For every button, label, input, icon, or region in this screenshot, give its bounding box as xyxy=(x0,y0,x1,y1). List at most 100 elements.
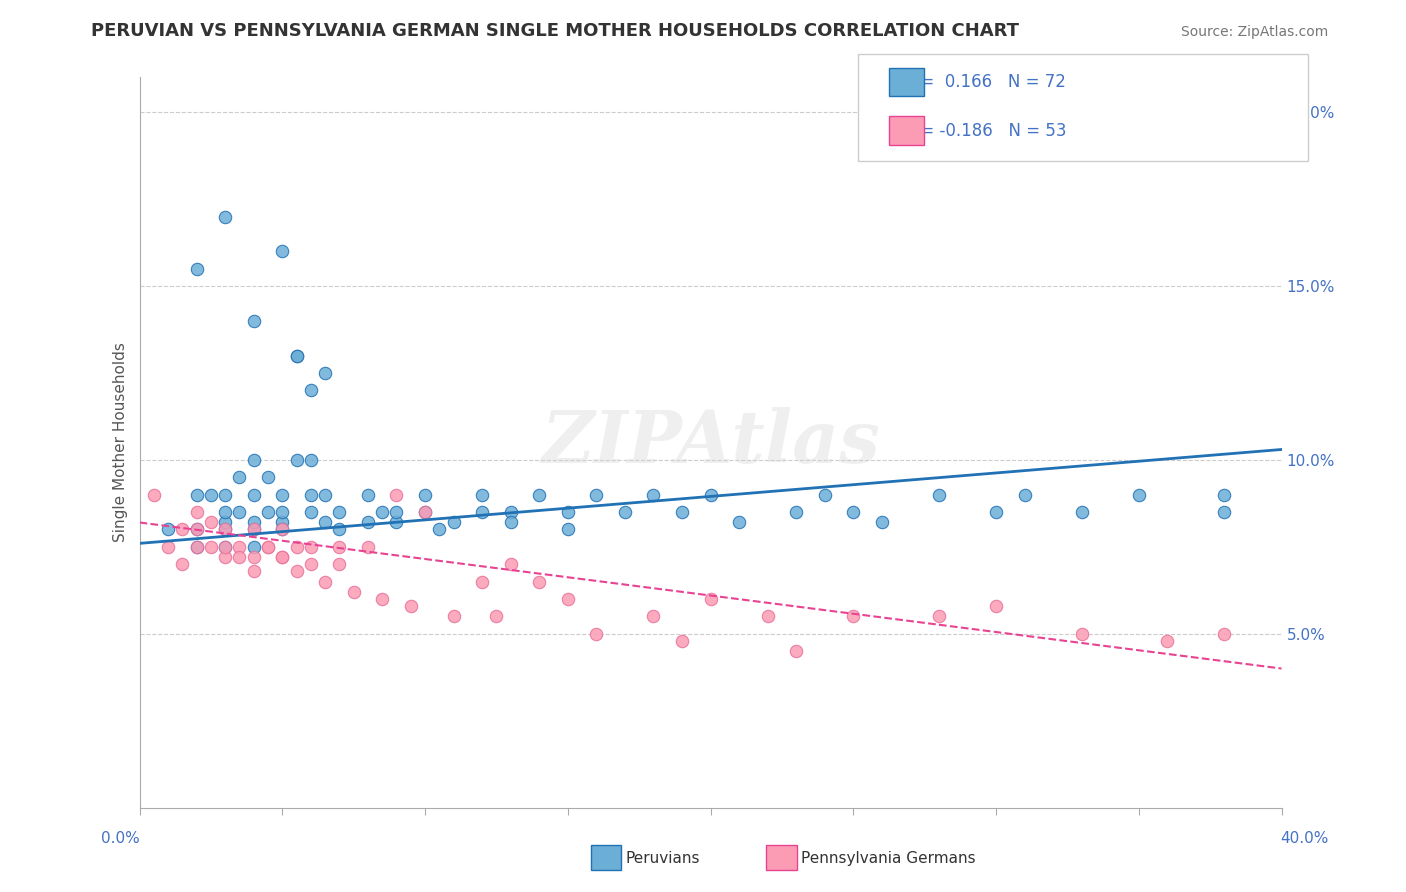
Point xyxy=(214,523,236,537)
Point xyxy=(271,516,294,530)
Point xyxy=(357,488,380,502)
Point xyxy=(186,505,208,519)
Point xyxy=(228,470,250,484)
Point xyxy=(299,505,322,519)
Point xyxy=(257,540,280,554)
Point xyxy=(271,550,294,565)
Point xyxy=(471,574,494,589)
Point xyxy=(928,609,950,624)
Point xyxy=(529,488,551,502)
Point xyxy=(257,540,280,554)
Point xyxy=(299,453,322,467)
Point xyxy=(1070,505,1092,519)
Point xyxy=(499,516,522,530)
Point xyxy=(314,366,336,380)
Point xyxy=(186,523,208,537)
Point xyxy=(328,540,350,554)
Y-axis label: Single Mother Households: Single Mother Households xyxy=(114,343,128,542)
Point xyxy=(499,558,522,572)
Point xyxy=(214,550,236,565)
Text: Source: ZipAtlas.com: Source: ZipAtlas.com xyxy=(1181,25,1329,38)
Point xyxy=(371,592,394,607)
Point xyxy=(728,516,751,530)
Point xyxy=(357,516,380,530)
Point xyxy=(928,488,950,502)
Point xyxy=(328,523,350,537)
Point xyxy=(314,488,336,502)
Point xyxy=(585,626,607,640)
Point xyxy=(299,558,322,572)
Point xyxy=(413,505,436,519)
Point xyxy=(499,505,522,519)
Point xyxy=(186,488,208,502)
Point xyxy=(413,488,436,502)
Point xyxy=(299,384,322,398)
Point xyxy=(984,505,1007,519)
Point xyxy=(228,505,250,519)
Point xyxy=(1156,633,1178,648)
Point xyxy=(242,523,264,537)
Point xyxy=(471,488,494,502)
Point xyxy=(314,516,336,530)
Point xyxy=(271,488,294,502)
Point xyxy=(443,516,465,530)
Point xyxy=(186,523,208,537)
Text: Peruvians: Peruvians xyxy=(626,852,700,866)
Point xyxy=(671,505,693,519)
Point xyxy=(314,574,336,589)
Point xyxy=(214,540,236,554)
Point xyxy=(385,505,408,519)
Point xyxy=(271,505,294,519)
Point xyxy=(257,470,280,484)
Point xyxy=(157,523,180,537)
Point xyxy=(343,585,366,599)
Point xyxy=(242,523,264,537)
Point xyxy=(157,540,180,554)
Text: Pennsylvania Germans: Pennsylvania Germans xyxy=(801,852,976,866)
Point xyxy=(200,488,222,502)
Point xyxy=(870,516,893,530)
Point xyxy=(271,523,294,537)
Point xyxy=(299,488,322,502)
Point xyxy=(785,644,807,658)
Point xyxy=(172,523,194,537)
Point xyxy=(214,505,236,519)
Point xyxy=(214,488,236,502)
Point xyxy=(1070,626,1092,640)
Point xyxy=(242,550,264,565)
Point xyxy=(371,505,394,519)
Point xyxy=(200,540,222,554)
Point xyxy=(242,453,264,467)
Point xyxy=(242,488,264,502)
Point xyxy=(285,564,308,578)
Point xyxy=(285,453,308,467)
Point xyxy=(214,523,236,537)
Point xyxy=(186,540,208,554)
Point xyxy=(271,550,294,565)
Point xyxy=(186,540,208,554)
Point xyxy=(328,505,350,519)
Point xyxy=(172,558,194,572)
Point xyxy=(413,505,436,519)
Point xyxy=(214,540,236,554)
Point xyxy=(271,523,294,537)
Point xyxy=(142,488,165,502)
Point xyxy=(242,564,264,578)
Point xyxy=(443,609,465,624)
Text: 40.0%: 40.0% xyxy=(1281,831,1329,846)
Point xyxy=(285,349,308,363)
Point xyxy=(385,488,408,502)
Point xyxy=(328,558,350,572)
Point xyxy=(242,540,264,554)
Point xyxy=(257,505,280,519)
Point xyxy=(984,599,1007,613)
Point xyxy=(785,505,807,519)
Point xyxy=(214,210,236,224)
Text: R = -0.186   N = 53: R = -0.186 N = 53 xyxy=(893,121,1066,139)
Point xyxy=(842,609,865,624)
Point xyxy=(643,488,665,502)
Point xyxy=(643,609,665,624)
Point xyxy=(399,599,422,613)
Text: ZIPAtlas: ZIPAtlas xyxy=(541,407,880,478)
Point xyxy=(228,550,250,565)
